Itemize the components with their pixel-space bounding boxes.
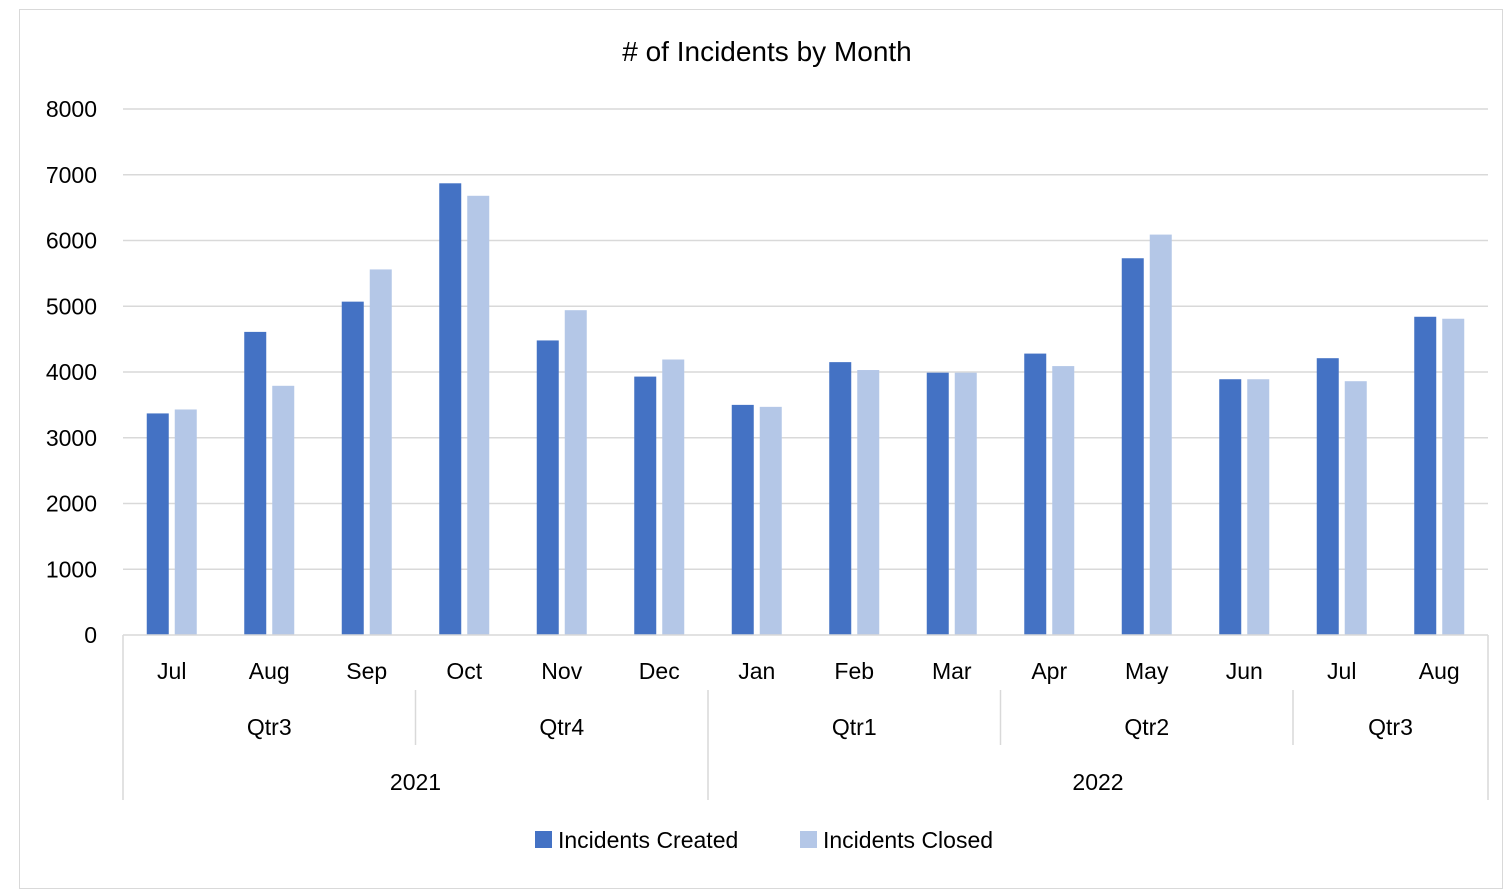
- bar-incidents-closed: [272, 385, 295, 635]
- x-axis: Jul Aug Sep Oct Nov Dec Jan Feb Mar Apr May Jun Jul A…: [122, 634, 1489, 800]
- bar-incidents-created: [926, 372, 949, 635]
- bar-incidents-closed: [1442, 318, 1465, 635]
- quarter-label: Qtr4: [539, 714, 584, 740]
- bar-incidents-closed: [1344, 381, 1367, 635]
- bar-incidents-closed: [662, 359, 685, 635]
- bar-incidents-closed: [759, 406, 782, 635]
- x-tick-label: Aug: [249, 658, 290, 684]
- bar-incidents-closed: [1247, 379, 1270, 635]
- y-tick-label: 6000: [46, 228, 97, 254]
- y-tick-label: 8000: [46, 96, 97, 122]
- bar-incidents-created: [829, 362, 852, 635]
- year-label: 2021: [390, 769, 441, 795]
- bar-incidents-closed: [1149, 234, 1172, 635]
- gridlines: [123, 108, 1488, 570]
- x-tick-label: Sep: [346, 658, 387, 684]
- bar-incidents-created: [1219, 379, 1242, 635]
- x-tick-label: Dec: [639, 658, 680, 684]
- bar-incidents-created: [1121, 258, 1144, 635]
- bar-incidents-closed: [857, 370, 880, 635]
- bar-incidents-created: [146, 413, 169, 635]
- x-tick-label: Feb: [834, 658, 874, 684]
- x-tick-label: Mar: [932, 658, 972, 684]
- legend-label: Incidents Closed: [823, 827, 993, 853]
- x-tick-label: Jun: [1226, 658, 1263, 684]
- bars: [146, 183, 1465, 636]
- bar-incidents-created: [1024, 353, 1047, 635]
- y-tick-label: 4000: [46, 359, 97, 385]
- bar-incidents-created: [536, 340, 559, 635]
- bar-incidents-created: [1316, 358, 1339, 635]
- bar-incidents-created: [341, 301, 364, 635]
- year-label: 2022: [1072, 769, 1123, 795]
- x-tick-label: Aug: [1419, 658, 1460, 684]
- bar-incidents-closed: [369, 269, 392, 635]
- chart-title: # of Incidents by Month: [622, 36, 912, 67]
- legend-swatch: [535, 831, 552, 848]
- x-tick-label: Jan: [738, 658, 775, 684]
- x-tick-label: Apr: [1031, 658, 1067, 684]
- y-tick-label: 7000: [46, 162, 97, 188]
- x-tick-label: Oct: [446, 658, 482, 684]
- bar-incidents-created: [731, 404, 754, 635]
- y-tick-label: 3000: [46, 425, 97, 451]
- y-tick-label: 5000: [46, 293, 97, 319]
- legend-label: Incidents Created: [558, 827, 738, 853]
- bar-incidents-created: [244, 331, 267, 635]
- x-tick-label: Nov: [541, 658, 582, 684]
- bar-incidents-created: [634, 376, 657, 635]
- bar-incidents-closed: [467, 195, 490, 636]
- x-tick-label: May: [1125, 658, 1169, 684]
- bar-incidents-closed: [174, 409, 197, 635]
- y-axis-ticks: 0 1000 2000 3000 4000 5000 6000 7000 8000: [46, 96, 97, 648]
- x-tick-label: Jul: [157, 658, 186, 684]
- legend: Incidents Created Incidents Closed: [535, 827, 993, 853]
- quarter-label: Qtr3: [1368, 714, 1413, 740]
- y-tick-label: 2000: [46, 491, 97, 517]
- legend-swatch: [800, 831, 817, 848]
- bar-incidents-closed: [1052, 366, 1075, 635]
- x-tick-label: Jul: [1327, 658, 1356, 684]
- y-tick-label: 0: [84, 622, 97, 648]
- quarter-label: Qtr3: [247, 714, 292, 740]
- quarter-label: Qtr1: [832, 714, 877, 740]
- bar-incidents-closed: [564, 310, 587, 635]
- bar-incidents-created: [439, 183, 462, 636]
- y-tick-label: 1000: [46, 556, 97, 582]
- quarter-label: Qtr2: [1124, 714, 1169, 740]
- bar-incidents-created: [1414, 316, 1437, 635]
- bar-incidents-closed: [954, 372, 977, 635]
